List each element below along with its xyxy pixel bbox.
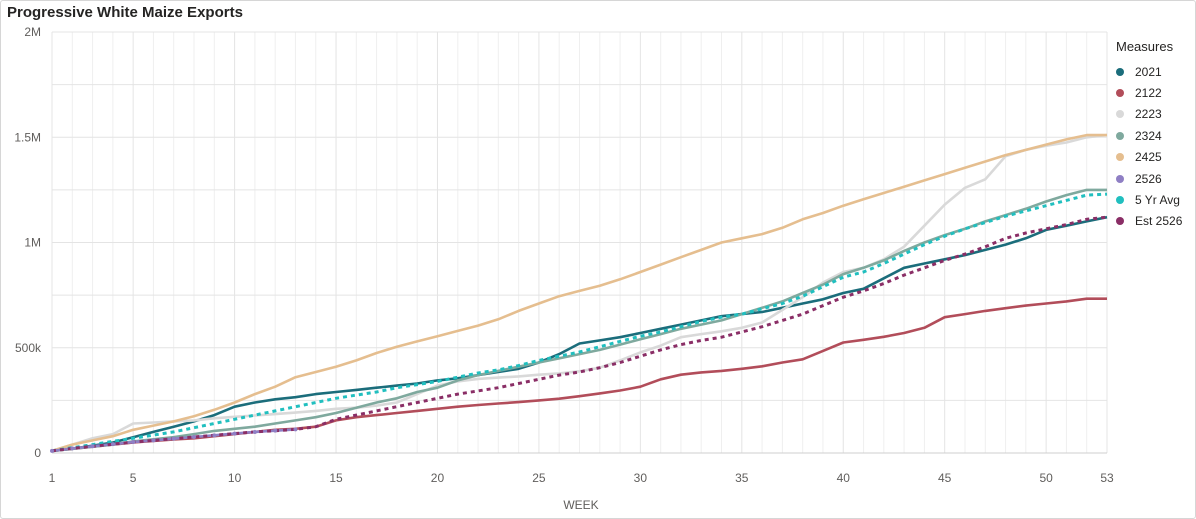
series-line-2425[interactable]: [51, 133, 1107, 453]
series-point-2526[interactable]: [232, 431, 237, 436]
x-tick-label: 30: [634, 471, 648, 485]
legend-item[interactable]: 2021: [1116, 61, 1182, 82]
chart-title: Progressive White Maize Exports: [7, 4, 243, 21]
x-tick-label: 53: [1100, 471, 1114, 485]
legend-marker-icon: [1116, 153, 1124, 162]
legend-label: 2122: [1135, 86, 1162, 101]
legend-marker-icon: [1116, 67, 1124, 76]
legend-marker-icon: [1116, 89, 1124, 98]
series-point-2526[interactable]: [252, 429, 257, 434]
series-line-2021[interactable]: [51, 215, 1108, 453]
series-point-2526[interactable]: [273, 428, 278, 433]
legend-label: 2021: [1135, 64, 1162, 79]
legend-item[interactable]: 2324: [1116, 125, 1182, 146]
y-tick-label: 1.5M: [14, 130, 41, 144]
series-point-2526[interactable]: [293, 427, 298, 432]
legend-marker-icon: [1116, 196, 1124, 205]
series-line-est-2526[interactable]: [51, 215, 1108, 453]
series-point-2526[interactable]: [151, 438, 156, 443]
legend-item[interactable]: 2223: [1116, 104, 1182, 125]
series-point-2526[interactable]: [70, 446, 75, 451]
legend-label: Est 2526: [1135, 214, 1183, 229]
x-tick-label: 50: [1039, 471, 1053, 485]
legend-item[interactable]: 2425: [1116, 147, 1182, 168]
legend-item[interactable]: 2122: [1116, 82, 1182, 103]
series-line-5-yr-avg[interactable]: [51, 192, 1108, 453]
legend-items: 2021 2122 2223 2324 2425 2526 5 Yr Avg Est 2526: [1116, 61, 1182, 232]
series-point-2526[interactable]: [212, 433, 217, 438]
x-tick-label: 40: [837, 471, 851, 485]
x-tick-label: 45: [938, 471, 952, 485]
series-point-2526[interactable]: [50, 448, 54, 453]
chart-grid: [51, 31, 1108, 454]
x-tick-label: 15: [329, 471, 343, 485]
legend-title: Measures: [1116, 39, 1174, 54]
series-line-2223[interactable]: [51, 133, 1108, 453]
y-axis-ticks: 0 500k 1M 1.5M 2M: [14, 25, 42, 460]
legend-label: 2425: [1135, 150, 1162, 165]
legend-label: 2223: [1135, 107, 1162, 122]
y-tick-label: 2M: [24, 25, 41, 39]
legend-item[interactable]: 2526: [1116, 168, 1182, 189]
series-point-2526[interactable]: [192, 435, 197, 440]
chart-series: [50, 133, 1108, 453]
y-tick-label: 1M: [24, 236, 41, 250]
series-point-2526[interactable]: [171, 436, 176, 441]
legend-marker-icon: [1116, 110, 1124, 119]
series-point-2526[interactable]: [110, 442, 115, 447]
legend: Measures 2021 2122 2223 2324 2425 2526 5 Yr Av…: [1116, 39, 1182, 232]
legend-marker-icon: [1116, 174, 1124, 183]
y-tick-label: 500k: [15, 341, 42, 355]
x-axis-ticks: 1 5 10 15 20 25 30 35 40 45 50 53: [49, 471, 1114, 485]
legend-marker-icon: [1116, 131, 1124, 140]
legend-item[interactable]: 5 Yr Avg: [1116, 189, 1182, 210]
legend-label: 5 Yr Avg: [1135, 193, 1180, 208]
x-tick-label: 35: [735, 471, 749, 485]
x-tick-label: 1: [49, 471, 56, 485]
legend-label: 2324: [1135, 128, 1162, 143]
x-tick-label: 10: [228, 471, 242, 485]
series-line-2324[interactable]: [51, 188, 1107, 453]
series-point-2526[interactable]: [90, 444, 95, 449]
series-point-2526[interactable]: [131, 440, 136, 445]
x-tick-label: 20: [431, 471, 445, 485]
x-tick-label: 25: [532, 471, 546, 485]
legend-label: 2526: [1135, 171, 1162, 186]
y-tick-label: 0: [34, 446, 41, 460]
legend-marker-icon: [1116, 217, 1124, 226]
x-tick-label: 5: [130, 471, 137, 485]
legend-item[interactable]: Est 2526: [1116, 211, 1182, 232]
x-axis-label: WEEK: [563, 498, 598, 512]
